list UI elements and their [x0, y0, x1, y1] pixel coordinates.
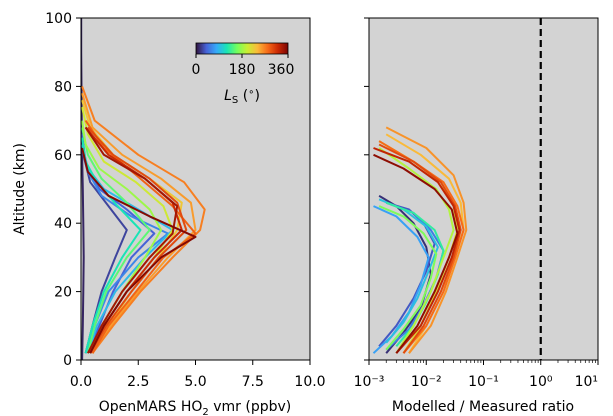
- colorbar-label: LS (∘): [224, 87, 260, 106]
- left-x-axis: 0.0 2.5 5.0 7.5 10.0: [70, 360, 326, 390]
- right-y-axis-ticks: [364, 18, 369, 360]
- left-x-axis-label: OpenMARS HO2 vmr (ppbv): [99, 399, 292, 416]
- colorbar-tick-label-0: 0: [192, 62, 201, 78]
- right-x-tick-label-0: 10⁻³: [354, 374, 385, 390]
- left-y-axis: 0 20 40 60 80 100: [45, 11, 81, 369]
- left-y-tick-label-4: 80: [54, 79, 72, 95]
- right-x-axis: 10⁻³ 10⁻² 10⁻¹ 10⁰ 10¹: [354, 360, 598, 390]
- colorbar-tick-label-1: 180: [229, 62, 256, 78]
- left-y-tick-label-1: 20: [54, 285, 72, 301]
- colorbar-tick-label-2: 360: [268, 62, 295, 78]
- left-y-tick-label-3: 60: [54, 148, 72, 164]
- right-x-tick-label-4: 10¹: [575, 374, 598, 390]
- right-x-tick-label-3: 10⁰: [529, 374, 553, 390]
- left-x-tick-label-2: 5.0: [184, 374, 206, 390]
- left-y-tick-label-5: 100: [45, 11, 72, 27]
- right-x-tick-label-1: 10⁻²: [411, 374, 442, 390]
- left-y-tick-label-2: 40: [54, 216, 72, 232]
- colorbar-bar: [196, 43, 288, 54]
- left-y-tick-label-0: 0: [63, 353, 72, 369]
- y-axis-label: Altitude (km): [12, 143, 28, 235]
- left-x-tick-label-4: 10.0: [294, 374, 325, 390]
- right-x-axis-label: Modelled / Measured ratio: [392, 399, 574, 415]
- right-x-tick-label-2: 10⁻¹: [468, 374, 499, 390]
- left-x-tick-label-3: 7.5: [242, 374, 264, 390]
- left-x-tick-label-1: 2.5: [127, 374, 149, 390]
- left-x-tick-label-0: 0.0: [70, 374, 92, 390]
- right-plot-background: [369, 18, 598, 360]
- right-panel: 10⁻³ 10⁻² 10⁻¹ 10⁰ 10¹ Modelled / Measured r…: [354, 18, 598, 415]
